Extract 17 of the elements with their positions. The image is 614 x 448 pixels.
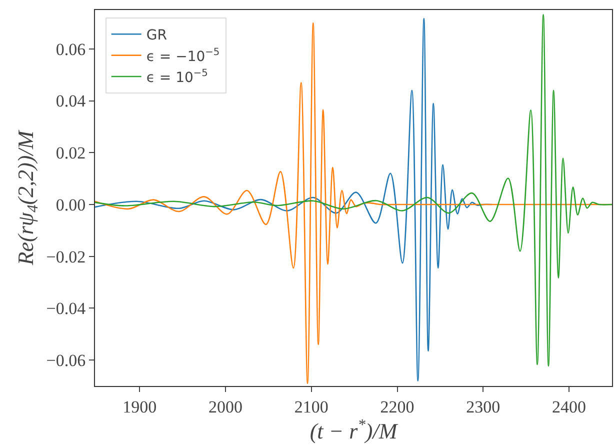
- x-tick-label: 2100: [294, 397, 328, 416]
- legend-label: ϵ = 10$^{−5}$: [146, 68, 208, 86]
- x-tick-label: 2000: [208, 397, 243, 416]
- y-tick-label: 0.02: [56, 144, 86, 163]
- x-tick-label: 2300: [466, 397, 500, 416]
- x-tick-label: 2400: [552, 397, 586, 416]
- x-tick-label: 1900: [122, 397, 157, 416]
- y-tick-label: −0.06: [46, 351, 86, 370]
- x-tick-label: 2200: [380, 397, 414, 416]
- legend-label: GR: [146, 28, 168, 44]
- y-tick-label: 0.00: [56, 195, 86, 214]
- y-tick-label: 0.04: [56, 92, 86, 111]
- legend-label: ϵ = −10$^{−5}$: [146, 46, 220, 65]
- y-tick-label: −0.04: [46, 299, 86, 318]
- y-tick-label: −0.02: [46, 247, 86, 266]
- x-axis-title: (t − r$^{*}$)/M: [310, 416, 399, 444]
- y-tick-label: 0.06: [56, 40, 86, 59]
